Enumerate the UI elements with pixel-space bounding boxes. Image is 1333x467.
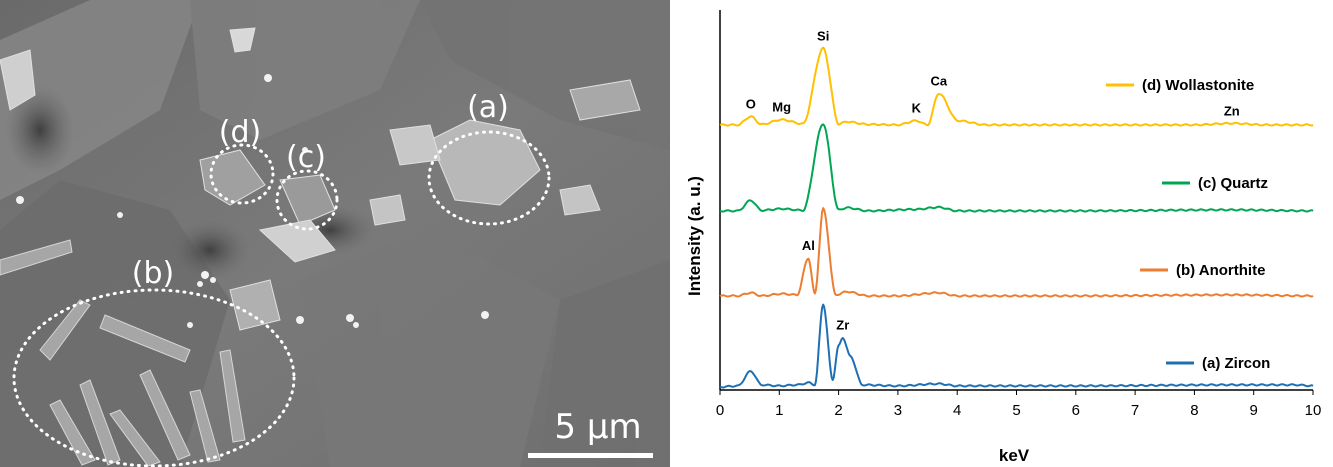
element-label: K [912,101,922,116]
x-tick-label: 0 [716,402,724,419]
x-tick-label: 2 [834,402,842,419]
scale-bar-label: 5 µm [554,407,641,447]
region-circle-c [275,169,339,231]
element-label: O [746,97,756,112]
x-tick-label: 7 [1131,402,1139,419]
element-label: Zr [836,318,849,333]
region-label-c: (c) [286,140,326,175]
series-line [719,123,1314,213]
region-circle-d [209,143,275,205]
x-tick-label: 8 [1190,402,1198,419]
series-line [719,207,1314,298]
legend-label: (a) Zircon [1202,355,1270,372]
x-tick-label: 10 [1305,402,1322,419]
sem-region-circles [12,130,551,467]
x-tick-label: 3 [894,402,902,419]
region-label-d: (d) [219,115,261,150]
element-label: Al [802,238,815,253]
region-label-a: (a) [467,90,509,125]
scale-bar [528,453,653,458]
y-axis-title: Intensity (a. u.) [685,176,704,296]
series-line [719,303,1314,389]
x-axis-title: keV [999,446,1030,465]
sem-bright-particles [16,74,489,328]
sem-micrograph: (a) (b) (c) (d) 5 µm [0,0,670,467]
legend-label: (d) Wollastonite [1142,77,1254,94]
sem-needle-crystals [0,239,246,467]
element-label: Ca [931,73,948,88]
element-label: Si [817,28,829,43]
x-tick-label: 5 [1012,402,1020,419]
region-label-b: (b) [132,256,174,291]
region-circle-a [427,130,551,226]
legend-label: (b) Anorthite [1176,262,1265,279]
region-circle-b [12,288,296,467]
legend-label: (c) Quartz [1198,175,1268,192]
eds-chart: 0 1 2 3 4 5 6 7 8 9 10 Si O Mg K Ca Zn Al Zr (d) Wollastoni… [685,10,1322,465]
element-label: Mg [772,100,791,115]
series-line [719,46,1314,127]
x-tick-label: 9 [1250,402,1258,419]
x-tick-label: 6 [1072,402,1080,419]
element-label: Zn [1224,103,1240,118]
sem-texture [0,0,670,467]
plot-area: 0 1 2 3 4 5 6 7 8 9 10 Si O Mg K Ca Zn Al Zr (d) Wollastoni… [716,10,1322,419]
x-tick-label: 1 [775,402,783,419]
x-tick-label: 4 [953,402,961,419]
